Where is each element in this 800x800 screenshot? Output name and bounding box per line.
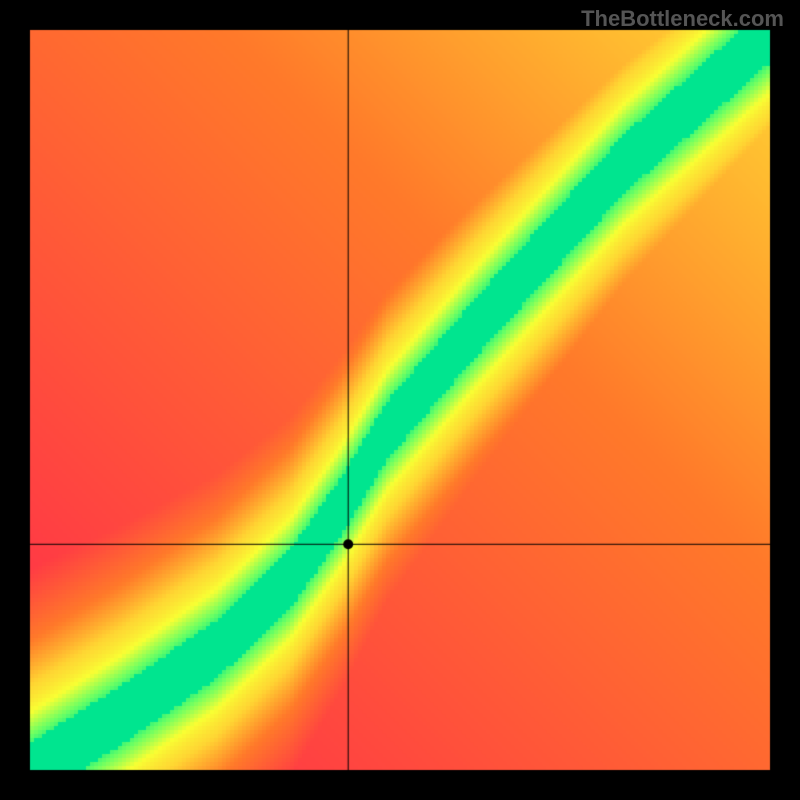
watermark-text: TheBottleneck.com <box>581 6 784 32</box>
bottleneck-heatmap <box>0 0 800 800</box>
chart-container: TheBottleneck.com <box>0 0 800 800</box>
